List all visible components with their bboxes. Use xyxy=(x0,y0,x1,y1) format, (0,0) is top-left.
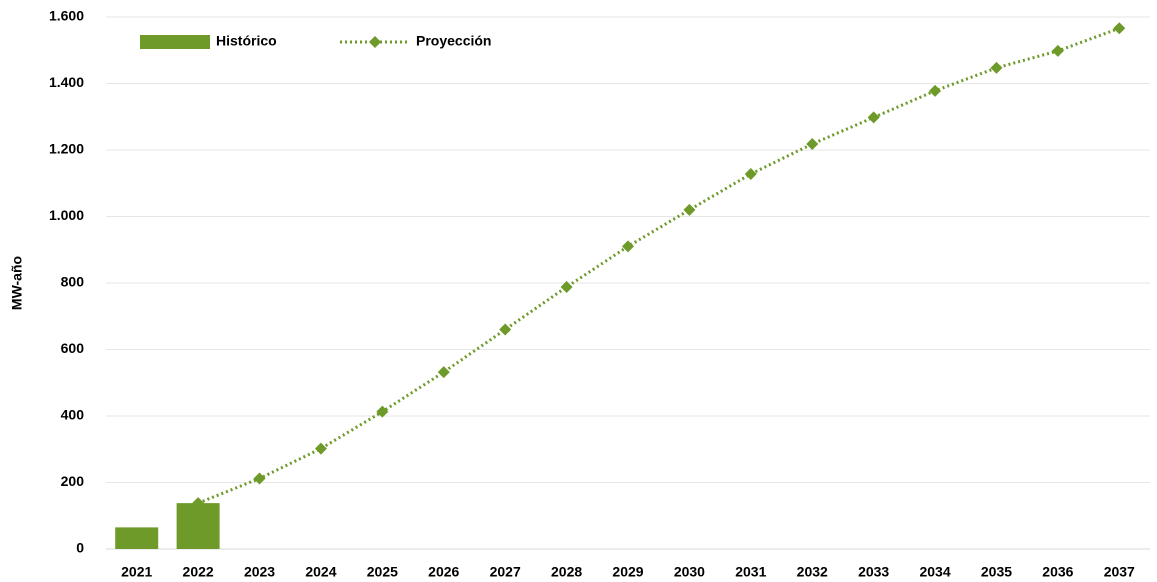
marker xyxy=(499,323,512,336)
marker xyxy=(376,405,389,418)
legend-label: Histórico xyxy=(216,33,277,49)
marker xyxy=(990,61,1003,74)
x-tick-label: 2023 xyxy=(244,564,275,580)
marker xyxy=(437,366,450,379)
y-tick-label: 200 xyxy=(61,473,85,489)
x-tick-label: 2021 xyxy=(121,564,152,580)
marker xyxy=(253,472,266,485)
y-tick-label: 800 xyxy=(61,274,85,290)
x-tick-label: 2036 xyxy=(1042,564,1073,580)
x-tick-label: 2035 xyxy=(981,564,1012,580)
x-tick-label: 2031 xyxy=(735,564,766,580)
bar xyxy=(115,527,159,549)
x-tick-label: 2027 xyxy=(490,564,521,580)
x-tick-label: 2025 xyxy=(367,564,398,580)
x-tick-label: 2029 xyxy=(612,564,643,580)
marker xyxy=(867,111,880,124)
x-tick-label: 2032 xyxy=(797,564,828,580)
bar xyxy=(176,503,220,549)
marker xyxy=(622,240,634,253)
marker xyxy=(683,203,696,216)
marker xyxy=(192,497,205,510)
y-tick-label: 600 xyxy=(61,340,85,356)
marker xyxy=(929,84,942,97)
marker xyxy=(560,280,573,293)
marker xyxy=(744,167,757,180)
x-tick-label: 2026 xyxy=(428,564,459,580)
legend-marker xyxy=(369,36,381,48)
legend-label: Proyección xyxy=(416,33,491,49)
x-tick-label: 2030 xyxy=(674,564,705,580)
marker xyxy=(1051,44,1064,57)
y-tick-label: 0 xyxy=(76,540,84,556)
line xyxy=(197,26,1120,505)
x-tick-label: 2028 xyxy=(551,564,582,580)
legend-swatch xyxy=(140,35,210,49)
marker xyxy=(806,138,819,151)
x-tick-label: 2022 xyxy=(183,564,214,580)
marker xyxy=(314,442,327,455)
y-tick-label: 400 xyxy=(61,407,85,423)
marker xyxy=(1113,22,1126,35)
y-tick-label: 1.200 xyxy=(49,141,84,157)
x-tick-label: 2034 xyxy=(919,564,950,580)
y-axis-label: MW-año xyxy=(9,256,25,310)
y-tick-label: 1.400 xyxy=(49,74,84,90)
x-tick-label: 2037 xyxy=(1104,564,1135,580)
y-tick-label: 1.000 xyxy=(49,207,84,223)
x-tick-label: 2033 xyxy=(858,564,889,580)
x-tick-label: 2024 xyxy=(305,564,336,580)
y-tick-label: 1.600 xyxy=(49,8,84,24)
